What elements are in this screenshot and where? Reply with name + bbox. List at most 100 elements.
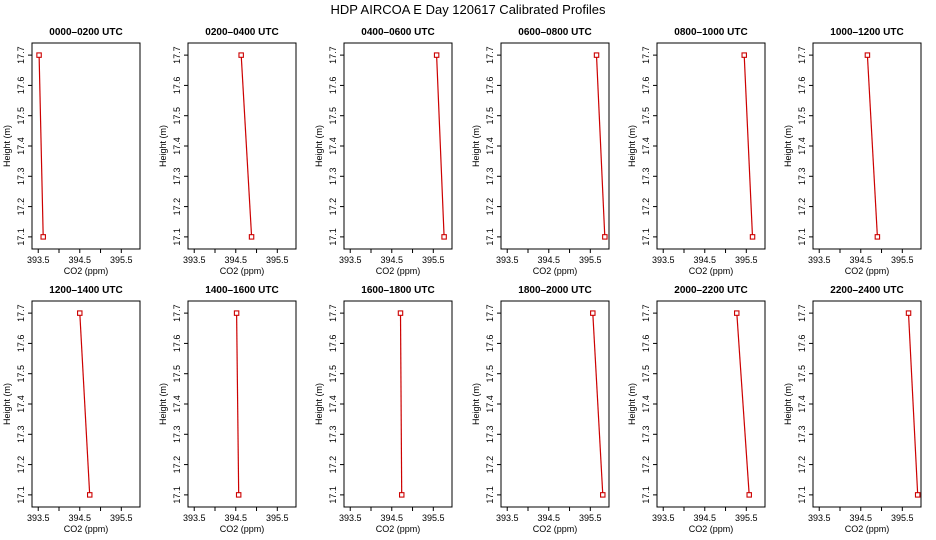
x-axis-label: CO2 (ppm) [220, 266, 265, 276]
data-point [77, 310, 83, 316]
y-axis-label: Height (m) [627, 125, 637, 167]
x-tick-label: 395.5 [735, 513, 758, 523]
panel-title: 1400–1600 UTC [205, 285, 278, 296]
plot-frame [187, 300, 297, 508]
x-tick-label: 393.5 [27, 255, 50, 265]
y-tick-label: 17.5 [641, 107, 651, 125]
chart-panel: 0200–0400 UTC 393.5 394.5 395.5 17.1 17.2 17.3… [158, 27, 297, 276]
y-tick-label: 17.4 [328, 137, 338, 155]
plot-frame [656, 300, 766, 508]
y-tick-label: 17.1 [797, 228, 807, 246]
y-tick-label: 17.7 [328, 304, 338, 322]
x-axis-label: CO2 (ppm) [376, 266, 421, 276]
panel-title: 2000–2200 UTC [674, 285, 747, 296]
y-tick-label: 17.2 [797, 198, 807, 216]
plot-frame [343, 42, 453, 250]
data-point [433, 52, 440, 58]
y-tick-label: 17.6 [641, 335, 651, 353]
y-axis-label: Height (m) [314, 383, 324, 425]
y-tick-label: 17.7 [797, 46, 807, 64]
y-tick-label: 17.7 [485, 304, 495, 322]
plot-frame [31, 42, 141, 250]
y-axis-label: Height (m) [471, 125, 481, 167]
x-tick-label: 394.5 [850, 513, 873, 523]
y-tick-label: 17.1 [485, 486, 495, 504]
y-tick-label: 17.4 [641, 137, 651, 155]
y-tick-label: 17.3 [16, 168, 26, 186]
y-axis-label: Height (m) [783, 125, 793, 167]
profile-line [592, 313, 604, 495]
y-tick-label: 17.7 [485, 46, 495, 64]
page-title: HDP AIRCOA E Day 120617 Calibrated Profi… [330, 2, 606, 17]
y-tick-label: 17.1 [16, 228, 26, 246]
x-tick-label: 394.5 [225, 255, 248, 265]
panel-title: 1000–1200 UTC [830, 27, 903, 38]
x-tick-label: 395.5 [891, 513, 914, 523]
x-tick-label: 394.5 [694, 513, 717, 523]
y-tick-label: 17.3 [485, 426, 495, 444]
y-tick-label: 17.5 [485, 365, 495, 383]
y-tick-label: 17.6 [16, 77, 26, 95]
y-tick-label: 17.1 [328, 486, 338, 504]
y-axis-label: Height (m) [627, 383, 637, 425]
profile-line [236, 313, 240, 495]
data-point [741, 52, 747, 58]
chart-panel: 0600–0800 UTC 393.5 394.5 395.5 17.1 17.2 17.3… [471, 27, 610, 276]
x-tick-label: 395.5 [579, 255, 602, 265]
y-tick-label: 17.5 [16, 365, 26, 383]
y-axis-label: Height (m) [314, 125, 324, 167]
x-tick-label: 393.5 [808, 513, 831, 523]
y-tick-label: 17.4 [485, 395, 495, 413]
x-tick-label: 393.5 [496, 513, 519, 523]
chart-panel: 1600–1800 UTC 393.5 394.5 395.5 17.1 17.2 17.3… [314, 285, 453, 534]
data-point [734, 310, 740, 316]
profile-line [240, 55, 253, 237]
y-tick-label: 17.7 [641, 46, 651, 64]
data-point [238, 52, 244, 58]
profile-line [79, 313, 91, 495]
chart-panel: 1800–2000 UTC 393.5 394.5 395.5 17.1 17.2 17.3… [471, 285, 610, 534]
chart-panel: 0400–0600 UTC 393.5 394.5 395.5 17.1 17.2 17.3… [314, 27, 453, 276]
x-tick-label: 394.5 [69, 255, 92, 265]
y-tick-label: 17.7 [328, 46, 338, 64]
x-axis-label: CO2 (ppm) [64, 524, 109, 534]
x-tick-label: 395.5 [579, 513, 602, 523]
x-tick-label: 395.5 [110, 255, 133, 265]
y-axis-label: Height (m) [783, 383, 793, 425]
data-point [235, 492, 242, 498]
data-point [40, 234, 46, 240]
y-axis-label: Height (m) [471, 383, 481, 425]
data-point [749, 234, 756, 240]
data-point [441, 234, 447, 240]
y-tick-label: 17.4 [641, 395, 651, 413]
y-tick-label: 17.3 [641, 168, 651, 186]
y-tick-label: 17.4 [797, 137, 807, 155]
x-tick-label: 393.5 [652, 255, 675, 265]
y-tick-label: 17.2 [485, 456, 495, 474]
y-tick-label: 17.6 [797, 77, 807, 95]
y-tick-label: 17.2 [172, 456, 182, 474]
x-axis-label: CO2 (ppm) [376, 524, 421, 534]
data-point [86, 492, 93, 498]
x-tick-label: 393.5 [27, 513, 50, 523]
chart-panel: 1200–1400 UTC 393.5 394.5 395.5 17.1 17.2 17.3… [2, 285, 141, 534]
y-tick-label: 17.4 [797, 395, 807, 413]
y-tick-label: 17.3 [328, 168, 338, 186]
x-tick-label: 394.5 [850, 255, 873, 265]
panel-title: 0600–0800 UTC [518, 27, 591, 38]
x-axis-label: CO2 (ppm) [845, 524, 890, 534]
panel-title: 0800–1000 UTC [674, 27, 747, 38]
panel-title: 1600–1800 UTC [361, 285, 434, 296]
plot-frame [500, 300, 610, 508]
y-tick-label: 17.4 [328, 395, 338, 413]
y-tick-label: 17.6 [485, 335, 495, 353]
panel-title: 0400–0600 UTC [361, 27, 434, 38]
profile-line [399, 313, 403, 495]
y-tick-label: 17.1 [172, 486, 182, 504]
y-tick-label: 17.5 [172, 365, 182, 383]
y-tick-label: 17.4 [16, 137, 26, 155]
data-point [914, 492, 921, 498]
panel-title: 0200–0400 UTC [205, 27, 278, 38]
x-tick-label: 393.5 [183, 255, 206, 265]
x-tick-label: 395.5 [110, 513, 133, 523]
